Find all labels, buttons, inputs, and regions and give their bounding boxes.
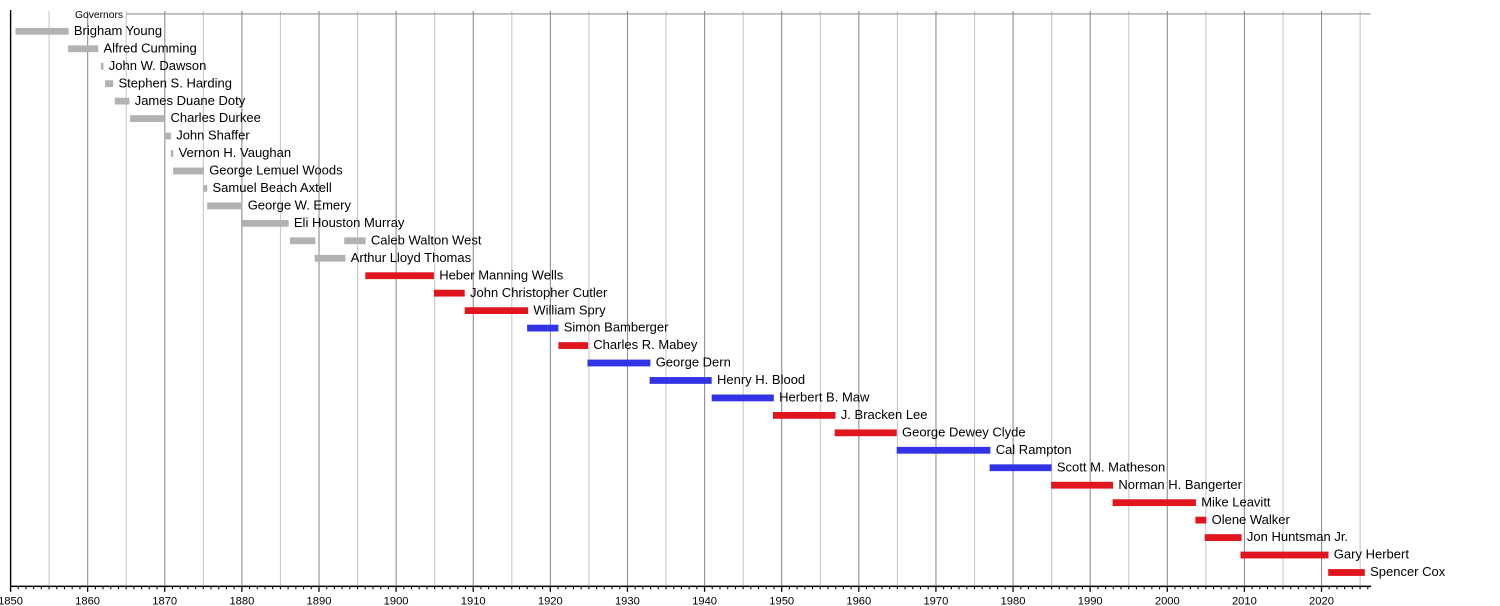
svg-text:1910: 1910	[461, 596, 486, 606]
svg-text:George Lemuel Woods: George Lemuel Woods	[209, 163, 343, 178]
svg-text:Henry H. Blood: Henry H. Blood	[717, 372, 805, 387]
svg-text:1870: 1870	[152, 596, 177, 606]
svg-text:Samuel Beach Axtell: Samuel Beach Axtell	[213, 180, 332, 195]
svg-text:Jon Huntsman Jr.: Jon Huntsman Jr.	[1247, 529, 1348, 544]
svg-text:William Spry: William Spry	[533, 302, 606, 317]
svg-text:Cal Rampton: Cal Rampton	[996, 442, 1072, 457]
svg-text:Heber Manning Wells: Heber Manning Wells	[439, 267, 564, 282]
svg-text:George W. Emery: George W. Emery	[248, 198, 352, 213]
svg-text:1900: 1900	[384, 596, 409, 606]
svg-text:Olene Walker: Olene Walker	[1212, 512, 1291, 527]
svg-text:1960: 1960	[846, 596, 871, 606]
svg-text:1990: 1990	[1078, 596, 1103, 606]
svg-text:1850: 1850	[0, 596, 23, 606]
svg-text:George Dewey Clyde: George Dewey Clyde	[902, 424, 1026, 439]
svg-text:Spencer Cox: Spencer Cox	[1370, 564, 1446, 579]
svg-text:Simon Bamberger: Simon Bamberger	[564, 320, 669, 335]
svg-text:2010: 2010	[1232, 596, 1257, 606]
svg-text:Mike Leavitt: Mike Leavitt	[1201, 494, 1271, 509]
svg-text:1940: 1940	[692, 596, 717, 606]
svg-text:Gary Herbert: Gary Herbert	[1334, 547, 1410, 562]
svg-text:Charles R. Mabey: Charles R. Mabey	[593, 337, 698, 352]
svg-text:John W. Dawson: John W. Dawson	[109, 58, 207, 73]
svg-text:John Christopher Cutler: John Christopher Cutler	[470, 285, 608, 300]
svg-text:Vernon H. Vaughan: Vernon H. Vaughan	[179, 145, 292, 160]
svg-text:1930: 1930	[615, 596, 640, 606]
svg-text:1880: 1880	[229, 596, 254, 606]
svg-text:James Duane Doty: James Duane Doty	[135, 93, 246, 108]
svg-text:2020: 2020	[1309, 596, 1334, 606]
svg-text:George Dern: George Dern	[656, 355, 731, 370]
svg-text:1970: 1970	[923, 596, 948, 606]
svg-text:1890: 1890	[307, 596, 332, 606]
svg-text:Scott M. Matheson: Scott M. Matheson	[1057, 459, 1165, 474]
svg-text:Norman H. Bangerter: Norman H. Bangerter	[1118, 477, 1242, 492]
svg-text:Caleb Walton West: Caleb Walton West	[371, 232, 482, 247]
svg-text:Herbert B. Maw: Herbert B. Maw	[779, 390, 870, 405]
svg-text:Stephen S. Harding: Stephen S. Harding	[119, 75, 232, 90]
svg-text:1950: 1950	[769, 596, 794, 606]
svg-text:Brigham Young: Brigham Young	[74, 23, 162, 38]
svg-text:Eli Houston Murray: Eli Houston Murray	[294, 215, 405, 230]
svg-text:Arthur Lloyd Thomas: Arthur Lloyd Thomas	[351, 250, 472, 265]
svg-text:1920: 1920	[538, 596, 563, 606]
svg-text:Charles Durkee: Charles Durkee	[171, 110, 261, 125]
svg-text:J. Bracken Lee: J. Bracken Lee	[841, 407, 928, 422]
svg-text:2000: 2000	[1155, 596, 1180, 606]
svg-text:1980: 1980	[1001, 596, 1026, 606]
svg-text:Alfred Cumming: Alfred Cumming	[104, 40, 197, 55]
svg-text:Governors: Governors	[75, 10, 123, 21]
svg-text:1860: 1860	[75, 596, 100, 606]
svg-text:John Shaffer: John Shaffer	[176, 128, 250, 143]
